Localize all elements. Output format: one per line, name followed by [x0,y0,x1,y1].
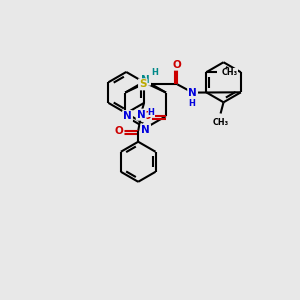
Text: O: O [142,111,151,121]
Text: O: O [173,60,182,70]
Text: N: N [137,110,146,120]
Text: H: H [189,99,196,108]
Text: H: H [148,108,154,117]
Text: N: N [141,125,150,135]
Text: O: O [115,126,123,136]
Text: CH₃: CH₃ [212,118,229,127]
Text: N: N [123,111,132,121]
Text: N: N [141,75,150,85]
Text: CH₃: CH₃ [221,68,238,77]
Text: H: H [151,68,158,77]
Text: N: N [188,88,197,98]
Text: S: S [139,79,147,89]
